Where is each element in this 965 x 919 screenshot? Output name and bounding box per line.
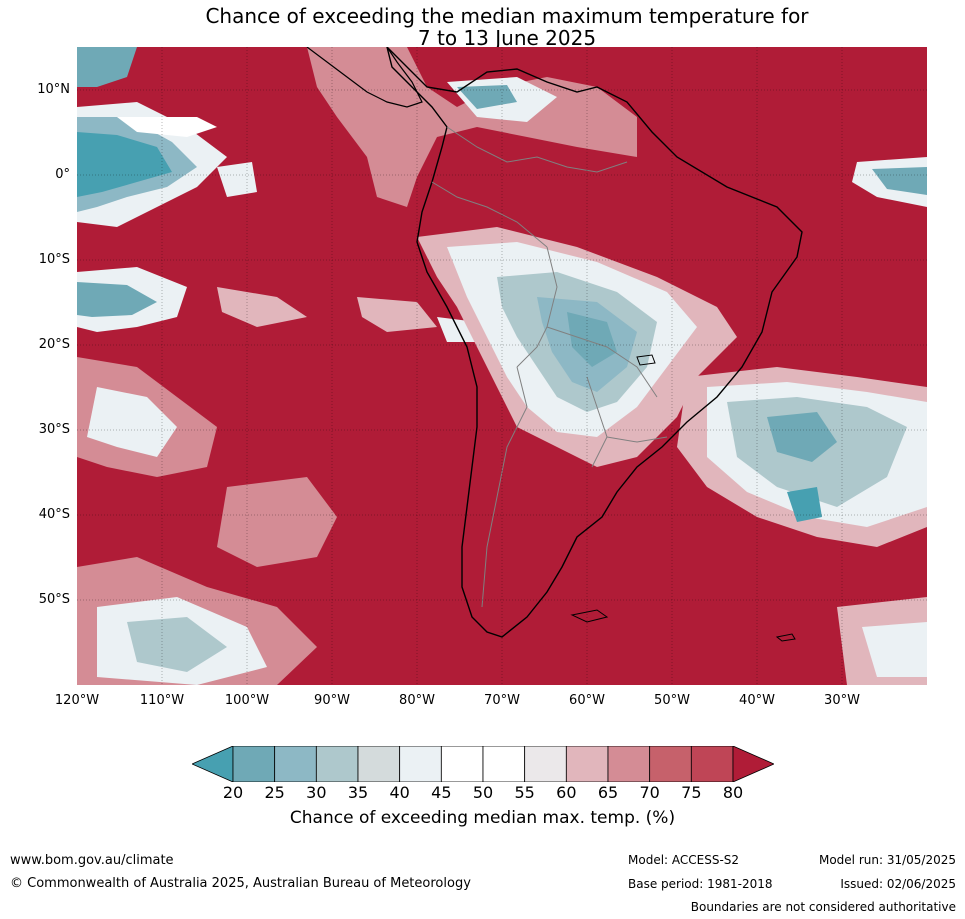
central-america-coastline xyxy=(306,47,423,108)
graticule xyxy=(77,47,927,685)
lat-label-10n: 10°N xyxy=(37,82,70,97)
lon-label-110w: 110°W xyxy=(139,693,185,708)
colorbar-arrow-low xyxy=(192,746,234,782)
colorbar-tick-label: 35 xyxy=(347,783,369,802)
lon-label-80w: 80°W xyxy=(399,693,435,708)
colorbar-segment xyxy=(607,746,651,782)
colorbar-tick-label: 55 xyxy=(514,783,535,802)
colorbar-arrow-high xyxy=(732,746,774,782)
lon-label-120w: 120°W xyxy=(54,693,100,708)
colorbar-segment xyxy=(565,746,609,782)
model-run-date: Model run: 31/05/2025 xyxy=(818,853,956,867)
colorbar-label: Chance of exceeding median max. temp. (%… xyxy=(289,808,676,828)
title-line-2: 7 to 13 June 2025 xyxy=(417,26,597,50)
south-pacific-patches xyxy=(77,357,927,685)
colorbar-tick-label: 65 xyxy=(597,783,619,802)
pacific-low-patches xyxy=(77,47,487,342)
probability-map xyxy=(77,47,927,685)
colorbar-tick-label: 60 xyxy=(556,783,577,802)
colorbar-segment xyxy=(482,746,526,782)
colorbar-tick-label: 70 xyxy=(639,783,660,802)
colorbar-segment xyxy=(399,746,442,782)
colorbar-segment xyxy=(649,746,692,782)
lon-label-30w: 30°W xyxy=(824,693,860,708)
colorbar-tick-label: 40 xyxy=(389,783,410,802)
lat-label-30s: 30°S xyxy=(38,422,70,437)
colorbar-segment xyxy=(440,746,484,782)
title-line-1: Chance of exceeding the median maximum t… xyxy=(205,4,809,28)
colorbar-segment xyxy=(524,746,567,782)
colorbar-segment xyxy=(274,746,317,782)
lon-label-90w: 90°W xyxy=(314,693,350,708)
map-title: Chance of exceeding the median maximum t… xyxy=(0,5,965,49)
issued-date: Issued: 02/06/2025 xyxy=(840,877,956,891)
lat-label-40s: 40°S xyxy=(38,507,70,522)
lat-label-50s: 50°S xyxy=(38,592,70,607)
colorbar-segment xyxy=(315,746,359,782)
colorbar-tick-label: 80 xyxy=(722,783,744,802)
colorbar-tick-label: 45 xyxy=(431,783,452,802)
base-period: Base period: 1981-2018 xyxy=(628,877,773,891)
colorbar-segment xyxy=(357,746,401,782)
lon-label-50w: 50°W xyxy=(654,693,690,708)
colorbar-tick-label: 75 xyxy=(681,783,702,802)
lon-label-60w: 60°W xyxy=(569,693,605,708)
lon-label-100w: 100°W xyxy=(224,693,270,708)
lat-label-20s: 20°S xyxy=(38,337,70,352)
colorbar-tick-label: 25 xyxy=(264,783,285,802)
lat-label-10s: 10°S xyxy=(38,252,70,267)
lon-label-70w: 70°W xyxy=(484,693,520,708)
colorbar-tick-label: 20 xyxy=(222,783,244,802)
south-america-coastline xyxy=(386,47,803,638)
colorbar-segment xyxy=(232,746,276,782)
colorbar-segment xyxy=(690,746,734,782)
colorbar-tick-label: 30 xyxy=(306,783,327,802)
website-link[interactable]: www.bom.gov.au/climate xyxy=(10,853,174,868)
lon-label-40w: 40°W xyxy=(739,693,775,708)
boundaries-disclaimer: Boundaries are not considered authoritat… xyxy=(690,900,956,914)
islands xyxy=(570,354,796,642)
lat-label-0: 0° xyxy=(55,167,70,182)
country-borders xyxy=(431,126,668,608)
colorbar-tick-label: 50 xyxy=(472,783,494,802)
copyright-text: © Commonwealth of Australia 2025, Austra… xyxy=(10,876,471,891)
colorbar xyxy=(192,746,774,782)
model-name: Model: ACCESS-S2 xyxy=(628,853,740,867)
